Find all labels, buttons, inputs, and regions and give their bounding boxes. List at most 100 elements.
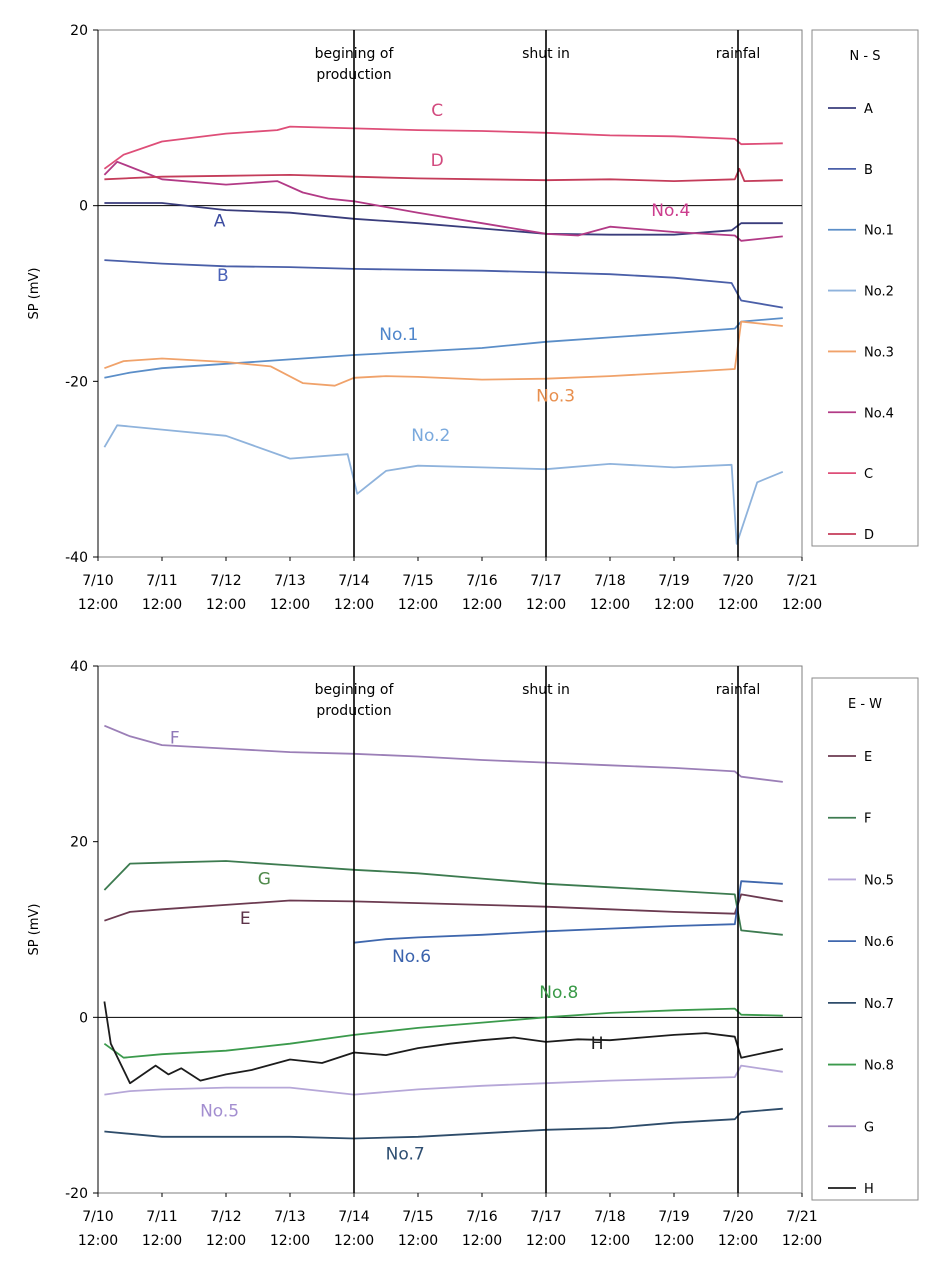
x-tick-time: 12:00 [654, 1233, 694, 1249]
x-tick-time: 12:00 [462, 1233, 502, 1249]
curve-label: No.4 [651, 201, 690, 221]
x-tick-time: 12:00 [334, 597, 374, 613]
y-tick-label: 0 [79, 1010, 88, 1026]
x-tick-date: 7/11 [146, 573, 177, 589]
curve-label: No.3 [536, 387, 575, 407]
legend-title: E - W [848, 697, 882, 712]
event-label: production [316, 703, 391, 719]
x-tick-time: 12:00 [270, 597, 310, 613]
x-tick-time: 12:00 [78, 1233, 118, 1249]
x-tick-date: 7/12 [210, 1209, 241, 1225]
x-tick-date: 7/20 [722, 1209, 753, 1225]
x-tick-time: 12:00 [590, 1233, 630, 1249]
x-tick-time: 12:00 [782, 1233, 822, 1249]
x-tick-time: 12:00 [654, 597, 694, 613]
x-tick-time: 12:00 [206, 597, 246, 613]
x-tick-time: 12:00 [206, 1233, 246, 1249]
series-line-no2 [103, 424, 784, 545]
series-line-no4 [103, 160, 783, 242]
x-tick-time: 12:00 [398, 1233, 438, 1249]
curve-label: E [240, 909, 251, 929]
event-label: shut in [522, 682, 570, 698]
series-line-no5 [104, 1064, 783, 1096]
event-label: rainfal [716, 46, 761, 62]
x-tick-time: 12:00 [334, 1233, 374, 1249]
legend-entry: D [864, 528, 874, 543]
legend-box [811, 29, 919, 547]
series-line-f [103, 860, 783, 936]
x-tick-time: 12:00 [270, 1233, 310, 1249]
y-tick-label: 20 [70, 835, 88, 851]
curve-label: D [431, 151, 444, 171]
x-tick-date: 7/14 [338, 573, 370, 589]
curve-label: B [217, 266, 229, 286]
x-tick-date: 7/17 [530, 573, 561, 589]
curve-label: No.2 [411, 426, 450, 446]
legend-entry: No.8 [864, 1059, 894, 1074]
legend-entry: No.5 [864, 873, 894, 888]
event-label: production [316, 67, 391, 83]
x-tick-date: 7/15 [402, 573, 433, 589]
x-tick-date: 7/10 [82, 1209, 113, 1225]
legend-entry: G [864, 1120, 874, 1135]
curve-label: F [170, 728, 180, 748]
series-line-g [104, 724, 783, 783]
x-tick-date: 7/13 [274, 1209, 305, 1225]
curve-label: A [214, 212, 226, 232]
y-tick-label: -20 [65, 374, 88, 390]
legend-entry: No.2 [864, 285, 894, 300]
x-tick-date: 7/19 [658, 573, 689, 589]
curve-label: No.6 [392, 947, 431, 967]
y-tick-label: -40 [65, 550, 88, 566]
x-tick-time: 12:00 [142, 1233, 182, 1249]
y-tick-label: 0 [79, 199, 88, 215]
series-line-c [103, 125, 783, 170]
curve-label: No.7 [386, 1145, 425, 1165]
y-tick-label: 40 [70, 659, 88, 675]
event-label: rainfal [716, 682, 761, 698]
ns-sp-chart: 20 0 -20 -40 SP (mV) 7/10 12:00 7/11 12:00 7/12 12… [27, 23, 919, 613]
x-tick-time: 12:00 [718, 597, 758, 613]
legend-entry: A [864, 102, 873, 117]
x-tick-date: 7/16 [466, 573, 498, 589]
legend-entry: C [864, 467, 873, 482]
ew-sp-chart: 40 20 0 -20 SP (mV) 7/10 12:00 7/11 12:00 7/12 12:… [27, 659, 919, 1249]
curve-label: No.1 [379, 325, 418, 345]
event-label: begining of [315, 682, 395, 698]
x-tick-date: 7/18 [594, 573, 625, 589]
series-line-no7 [104, 1107, 783, 1140]
legend-entry: H [864, 1182, 874, 1197]
curve-label: H [591, 1034, 604, 1054]
x-tick-time: 12:00 [782, 597, 822, 613]
x-tick-date: 7/21 [786, 573, 817, 589]
y-tick-label: 20 [70, 23, 88, 39]
x-tick-date: 7/12 [210, 573, 241, 589]
x-tick-date: 7/17 [530, 1209, 561, 1225]
legend-entry: No.3 [864, 345, 894, 360]
x-tick-date: 7/19 [658, 1209, 689, 1225]
curve-label: No.5 [200, 1102, 239, 1122]
x-tick-time: 12:00 [398, 597, 438, 613]
x-tick-date: 7/18 [594, 1209, 625, 1225]
x-tick-time: 12:00 [590, 597, 630, 613]
series-line-e [104, 893, 783, 922]
legend-entry: No.4 [864, 406, 894, 421]
x-tick-time: 12:00 [142, 597, 182, 613]
x-tick-time: 12:00 [462, 597, 502, 613]
curve-label: G [258, 870, 271, 890]
plot-frame [97, 29, 803, 558]
curve-label: No.8 [539, 983, 578, 1003]
series-line-h [103, 1001, 783, 1085]
x-tick-time: 12:00 [526, 597, 566, 613]
x-tick-date: 7/13 [274, 573, 305, 589]
series-line-no1 [104, 317, 783, 379]
y-tick-label: -20 [65, 1186, 88, 1202]
x-tick-time: 12:00 [526, 1233, 566, 1249]
legend-title: N - S [850, 49, 881, 64]
x-tick-date: 7/20 [722, 573, 753, 589]
x-tick-date: 7/14 [338, 1209, 370, 1225]
legend-entry: E [864, 750, 872, 765]
x-tick-date: 7/10 [82, 573, 113, 589]
series-line-no8 [103, 1007, 783, 1059]
